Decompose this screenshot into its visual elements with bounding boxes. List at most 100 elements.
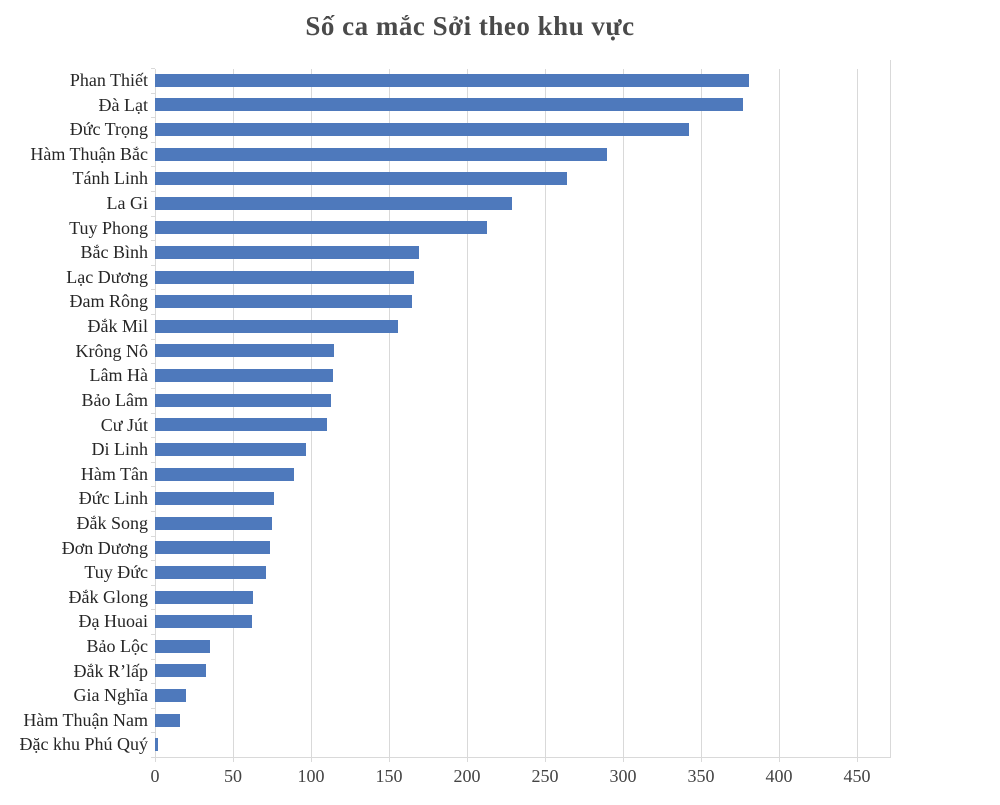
x-axis-tick-label: 150 bbox=[375, 766, 403, 786]
gridline-x-50 bbox=[233, 69, 234, 757]
bar-9 bbox=[155, 295, 413, 309]
y-axis-tickmark bbox=[151, 535, 155, 537]
category-label: Hàm Tân bbox=[80, 463, 148, 484]
gridline-x-250 bbox=[545, 69, 546, 757]
y-axis-tickmark bbox=[151, 437, 155, 439]
bar-8 bbox=[155, 270, 414, 284]
y-axis-tickmark bbox=[151, 215, 155, 217]
x-axis-tickmark bbox=[311, 757, 312, 762]
y-axis-tickmark bbox=[151, 412, 155, 414]
x-axis-tickmark bbox=[545, 757, 546, 762]
bar-7 bbox=[155, 246, 419, 260]
y-axis-tickmark bbox=[151, 314, 155, 316]
y-axis-tickmark bbox=[151, 141, 155, 143]
y-axis-tickmark bbox=[151, 191, 155, 193]
bar-13 bbox=[155, 393, 332, 407]
x-axis-tick-label: 400 bbox=[765, 766, 793, 786]
y-axis-tickmark bbox=[151, 387, 155, 389]
y-axis-tickmark bbox=[151, 92, 155, 94]
y-axis-tickmark bbox=[151, 338, 155, 340]
category-label: La Gi bbox=[106, 193, 148, 214]
category-label: Đức Trọng bbox=[69, 119, 148, 140]
category-label: Phan Thiết bbox=[69, 70, 148, 90]
y-axis-tickmark bbox=[151, 486, 155, 488]
x-axis-tick-label: 50 bbox=[224, 766, 242, 786]
y-axis-tickmark bbox=[151, 658, 155, 660]
x-axis-tickmark bbox=[233, 757, 234, 762]
bar-14 bbox=[155, 418, 327, 432]
y-axis-tickmark bbox=[151, 166, 155, 168]
y-axis-tickmark bbox=[151, 363, 155, 365]
category-label: Bắc Bình bbox=[80, 242, 149, 263]
bar-18 bbox=[155, 516, 272, 530]
gridline-x-150 bbox=[389, 69, 390, 757]
chart-title: Số ca mắc Sởi theo khu vực bbox=[305, 11, 635, 41]
bar-16 bbox=[155, 467, 294, 481]
bar-22 bbox=[155, 615, 252, 629]
x-axis-tick-label: 450 bbox=[843, 766, 871, 786]
y-axis-tickmark bbox=[151, 117, 155, 119]
bar-24 bbox=[155, 664, 207, 678]
gridline-x-200 bbox=[467, 69, 468, 757]
bar-26 bbox=[155, 713, 180, 727]
bar-0 bbox=[155, 73, 750, 87]
bar-5 bbox=[155, 196, 513, 210]
x-axis-tick-label: 100 bbox=[297, 766, 325, 786]
category-label: Đắk Glong bbox=[68, 586, 149, 607]
x-axis-tickmark bbox=[155, 757, 156, 762]
y-axis-tickmark bbox=[151, 633, 155, 635]
category-label: Hàm Thuận Bắc bbox=[30, 143, 148, 164]
category-label: Lạc Dương bbox=[66, 266, 148, 287]
bar-10 bbox=[155, 319, 399, 333]
category-label: Di Linh bbox=[91, 439, 149, 460]
gridline-x-300 bbox=[623, 69, 624, 757]
category-label: Đặc khu Phú Quý bbox=[19, 734, 149, 755]
category-label: Đam Rông bbox=[69, 291, 149, 312]
bar-11 bbox=[155, 344, 335, 358]
bar-2 bbox=[155, 123, 689, 137]
bar-17 bbox=[155, 492, 274, 506]
category-label: Đức Linh bbox=[78, 488, 148, 509]
x-axis-tickmark bbox=[623, 757, 624, 762]
category-label: Đắk Mil bbox=[87, 316, 149, 337]
category-label: Đắk Song bbox=[76, 512, 149, 533]
y-axis-tickmark bbox=[151, 584, 155, 586]
category-label: Tuy Phong bbox=[69, 217, 148, 238]
gridline-x-0 bbox=[155, 69, 156, 757]
y-axis-tickmark bbox=[151, 757, 155, 758]
category-label: Krông Nô bbox=[75, 340, 149, 361]
y-axis-tickmark bbox=[151, 240, 155, 242]
bar-4 bbox=[155, 172, 567, 186]
bar-3 bbox=[155, 147, 608, 161]
x-axis-tick-label: 350 bbox=[687, 766, 715, 786]
bar-20 bbox=[155, 565, 266, 579]
category-label: Bảo Lâm bbox=[81, 389, 148, 410]
category-label: Lâm Hà bbox=[89, 365, 148, 386]
x-axis-tick-label: 200 bbox=[453, 766, 481, 786]
x-axis-tick-label: 300 bbox=[609, 766, 637, 786]
category-label: Bảo Lộc bbox=[86, 635, 148, 656]
plot-right-border bbox=[890, 60, 891, 758]
bar-27 bbox=[155, 738, 159, 752]
x-axis-tickmark bbox=[857, 757, 858, 762]
bar-6 bbox=[155, 221, 488, 235]
category-label: Hàm Thuận Nam bbox=[23, 709, 148, 730]
y-axis-tickmark bbox=[151, 683, 155, 685]
y-axis-tickmark bbox=[151, 289, 155, 291]
category-label: Đà Lạt bbox=[98, 94, 148, 115]
category-label: Tánh Linh bbox=[72, 168, 148, 189]
category-label: Cư Jút bbox=[100, 414, 148, 435]
y-axis-tickmark bbox=[151, 461, 155, 463]
x-axis-tickmark bbox=[701, 757, 702, 762]
gridline-x-450 bbox=[857, 69, 858, 757]
gridline-x-400 bbox=[779, 69, 780, 757]
y-axis-tickmark bbox=[151, 732, 155, 734]
y-axis-tickmark bbox=[151, 707, 155, 709]
bar-23 bbox=[155, 639, 210, 653]
bar-1 bbox=[155, 98, 744, 112]
category-label: Tuy Đức bbox=[84, 562, 148, 583]
bar-12 bbox=[155, 369, 333, 383]
x-axis-tickmark bbox=[467, 757, 468, 762]
category-label: Gia Nghĩa bbox=[73, 685, 148, 706]
